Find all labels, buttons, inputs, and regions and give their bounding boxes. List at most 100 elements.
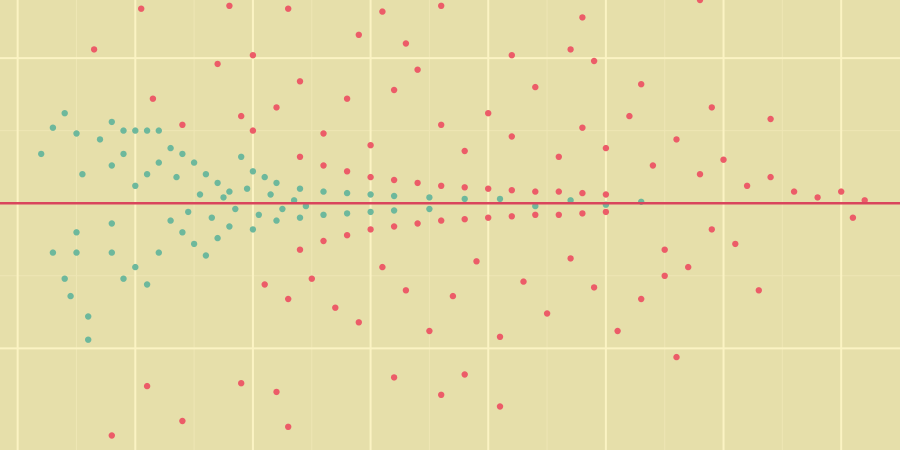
data-point <box>108 432 116 439</box>
data-point <box>661 246 668 253</box>
data-point <box>49 249 57 256</box>
data-point <box>485 110 492 117</box>
data-point <box>508 133 515 140</box>
data-point <box>390 176 398 184</box>
data-point <box>167 217 174 224</box>
data-point <box>273 217 280 224</box>
data-point <box>390 223 398 230</box>
data-point <box>461 195 468 203</box>
data-point <box>520 278 527 285</box>
data-point <box>732 240 739 248</box>
data-point <box>473 258 480 265</box>
data-point <box>296 185 304 192</box>
data-point <box>402 40 410 47</box>
data-point <box>461 371 468 378</box>
data-point <box>343 210 351 217</box>
data-point <box>379 263 386 271</box>
data-point <box>438 2 445 9</box>
data-point <box>367 142 374 149</box>
data-point <box>579 124 586 131</box>
data-point <box>367 226 374 233</box>
data-point <box>485 214 492 221</box>
data-point <box>579 189 586 197</box>
data-point <box>790 188 798 195</box>
data-point <box>155 127 162 134</box>
data-point <box>343 168 351 175</box>
data-point <box>261 173 268 181</box>
data-point <box>532 188 539 195</box>
data-point <box>214 60 221 68</box>
data-point <box>85 336 92 343</box>
data-point <box>320 188 327 195</box>
data-point <box>249 226 257 233</box>
data-point <box>179 229 186 236</box>
data-point <box>155 159 162 166</box>
data-point <box>179 150 186 158</box>
data-point <box>532 211 539 218</box>
data-point <box>508 52 515 59</box>
data-point <box>638 295 645 303</box>
data-point <box>108 162 116 169</box>
data-point <box>390 374 398 381</box>
data-point <box>838 188 845 195</box>
data-point <box>343 95 351 102</box>
data-point <box>61 275 68 282</box>
data-point <box>49 124 57 131</box>
data-point <box>626 112 633 120</box>
data-point <box>343 232 351 239</box>
data-point <box>438 182 445 189</box>
data-point <box>426 205 433 213</box>
data-point <box>355 31 362 38</box>
data-point <box>273 388 280 396</box>
data-point <box>449 292 457 300</box>
data-point <box>343 189 351 197</box>
data-point <box>132 182 139 189</box>
data-point <box>208 214 215 221</box>
data-point <box>532 202 539 210</box>
data-point <box>143 281 151 288</box>
data-point <box>155 249 162 256</box>
data-point <box>273 179 280 187</box>
data-point <box>696 171 704 178</box>
data-point <box>390 86 398 94</box>
data-point <box>73 229 80 236</box>
data-point <box>508 213 515 220</box>
data-point <box>61 110 68 117</box>
data-point <box>767 115 774 123</box>
data-point <box>614 327 621 335</box>
data-point <box>649 162 657 169</box>
data-point <box>555 188 562 195</box>
data-point <box>532 83 539 91</box>
data-point <box>214 179 221 187</box>
data-point <box>555 211 562 218</box>
data-point <box>414 220 421 227</box>
data-point <box>685 263 692 271</box>
data-point <box>190 240 198 248</box>
data-point <box>320 162 327 169</box>
data-point <box>143 127 151 134</box>
data-point <box>461 147 468 155</box>
data-point <box>320 130 327 137</box>
data-point <box>543 310 551 317</box>
data-point <box>149 95 157 102</box>
data-point <box>379 8 386 15</box>
data-point <box>708 226 715 233</box>
data-point <box>214 234 221 242</box>
data-point <box>426 327 433 335</box>
data-point <box>332 304 339 311</box>
data-point <box>202 171 210 178</box>
data-point <box>567 197 574 204</box>
data-point <box>438 217 445 224</box>
data-point <box>590 284 598 291</box>
data-point <box>202 252 210 259</box>
data-point <box>461 184 468 191</box>
data-point <box>414 66 421 73</box>
data-point <box>461 216 468 223</box>
data-point <box>296 246 304 253</box>
data-point <box>355 319 362 326</box>
data-point <box>414 179 421 187</box>
data-point <box>249 168 257 175</box>
data-point <box>79 171 86 178</box>
data-point <box>220 194 227 201</box>
